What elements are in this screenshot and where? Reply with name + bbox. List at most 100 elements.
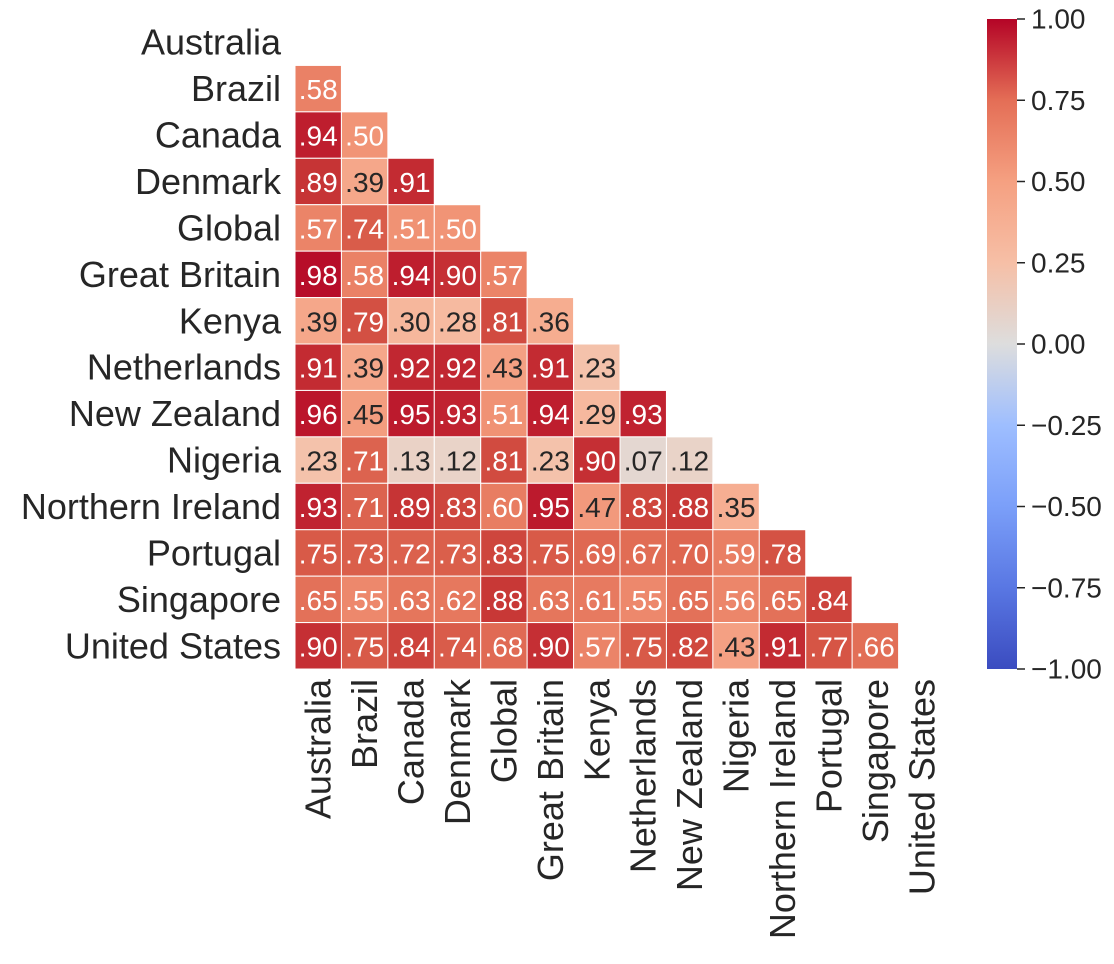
colorbar-tick-label: −0.25 [1031,410,1102,441]
cell-label-northern-ireland-kenya: .47 [577,492,616,523]
y-label-kenya: Kenya [179,300,282,341]
cell-label-netherlands-brazil: .39 [345,353,384,384]
cell-singapore-australia [294,575,342,624]
colorbar-tick-label: −1.00 [1031,654,1102,685]
heatmap-cells: .58.94.50.89.39.91.57.74.51.50.98.58.94.… [294,64,900,670]
cell-label-denmark-brazil: .39 [345,167,384,198]
cell-united-states-new-zealand [665,622,714,670]
cell-singapore-denmark [433,575,482,624]
cell-northern-ireland-great-britain [526,482,575,531]
cell-label-kenya-great-britain: .36 [531,306,570,337]
colorbar-tick-label: 0.00 [1031,329,1086,360]
cell-label-northern-ireland-australia: .93 [299,492,338,523]
y-label-great-britain: Great Britain [79,254,281,295]
cell-label-portugal-netherlands: .67 [624,538,663,569]
cell-label-singapore-netherlands: .55 [624,585,663,616]
cell-label-great-britain-brazil: .58 [345,260,384,291]
cell-label-united-states-canada: .84 [392,631,431,662]
x-label-kenya: Kenya [576,678,617,781]
cell-kenya-australia [294,297,342,345]
colorbar-tick-label: −0.75 [1031,572,1102,603]
cell-label-portugal-nigeria: .59 [717,538,756,569]
cell-label-kenya-global: .81 [484,306,523,337]
cell-label-northern-ireland-great-britain: .95 [531,492,570,523]
cell-united-states-netherlands [619,622,667,670]
cell-singapore-new-zealand [665,575,714,624]
cell-label-northern-ireland-brazil: .71 [345,492,384,523]
y-label-nigeria: Nigeria [167,440,282,481]
cell-label-nigeria-netherlands: .07 [624,446,663,477]
cell-new-zealand-canada [387,389,435,438]
cell-label-singapore-australia: .65 [299,585,338,616]
cell-label-portugal-great-britain: .75 [531,538,570,569]
cell-label-united-states-singapore: .66 [856,631,895,662]
cell-label-singapore-kenya: .61 [577,585,616,616]
cell-label-great-britain-denmark: .90 [438,260,477,291]
cell-kenya-denmark [433,297,482,345]
cell-great-britain-brazil [340,250,389,299]
cell-great-britain-denmark [433,250,482,299]
cell-singapore-nigeria [712,575,760,624]
x-axis-labels: Australia Brazil Canada Denmark Global Great … [298,678,943,939]
cell-label-denmark-australia: .89 [299,167,338,198]
cell-brazil-australia [294,64,342,113]
cell-new-zealand-netherlands [619,389,667,438]
colorbar-tick-label: 0.25 [1031,247,1086,278]
cell-singapore-great-britain [526,575,575,624]
cell-label-singapore-portugal: .84 [809,585,848,616]
cell-united-states-global [480,622,528,670]
cell-label-canada-brazil: .50 [345,121,384,152]
cell-label-singapore-brazil: .55 [345,585,384,616]
cell-label-denmark-canada: .91 [392,167,431,198]
y-label-canada: Canada [155,115,282,156]
cell-label-netherlands-global: .43 [484,353,523,384]
cell-portugal-new-zealand [665,529,714,577]
y-label-united-states: United States [65,625,281,666]
cell-label-global-denmark: .50 [438,213,477,244]
cell-label-united-states-brazil: .75 [345,631,384,662]
cell-canada-australia [294,111,342,159]
colorbar-tick-label: −0.50 [1031,491,1102,522]
cell-portugal-northern-ireland [758,529,807,577]
cell-united-states-kenya [573,622,621,670]
y-axis-labels: Australia Brazil Canada Denmark Global Great … [21,22,282,667]
cell-label-united-states-australia: .90 [299,631,338,662]
cell-label-united-states-new-zealand: .82 [670,631,709,662]
colorbar-tick-label: 0.50 [1031,166,1086,197]
cell-northern-ireland-nigeria [712,482,760,531]
cell-label-nigeria-global: .81 [484,446,523,477]
cell-label-united-states-portugal: .77 [809,631,848,662]
cell-label-netherlands-denmark: .92 [438,353,477,384]
cell-label-new-zealand-canada: .95 [392,399,431,430]
cell-label-singapore-global: .88 [484,585,523,616]
colorbar-tick-label: 0.75 [1031,85,1086,116]
cell-label-netherlands-great-britain: .91 [531,353,570,384]
cell-label-portugal-canada: .72 [392,538,431,569]
cell-united-states-northern-ireland [758,622,807,670]
cell-label-kenya-australia: .39 [299,306,338,337]
cell-label-singapore-new-zealand: .65 [670,585,709,616]
cell-kenya-great-britain [526,297,575,345]
y-label-new-zealand: New Zealand [69,393,281,434]
cell-label-united-states-global: .68 [484,631,523,662]
cell-portugal-great-britain [526,529,575,577]
cell-label-united-states-kenya: .57 [577,631,616,662]
cell-label-nigeria-brazil: .71 [345,446,384,477]
cell-label-canada-australia: .94 [299,121,338,152]
y-label-netherlands: Netherlands [87,347,281,388]
cell-label-new-zealand-kenya: .29 [577,399,616,430]
cell-label-portugal-northern-ireland: .78 [763,538,802,569]
cell-united-states-great-britain [526,622,575,670]
cell-label-kenya-denmark: .28 [438,306,477,337]
cell-label-portugal-global: .83 [484,538,523,569]
cell-netherlands-australia [294,343,342,391]
cell-label-portugal-denmark: .73 [438,538,477,569]
cell-nigeria-kenya [573,436,621,484]
cell-nigeria-denmark [433,436,482,484]
cell-nigeria-new-zealand [665,436,714,484]
cell-label-portugal-new-zealand: .70 [670,538,709,569]
cell-canada-brazil [340,111,389,159]
cell-northern-ireland-canada [387,482,435,531]
cell-label-new-zealand-brazil: .45 [345,399,384,430]
